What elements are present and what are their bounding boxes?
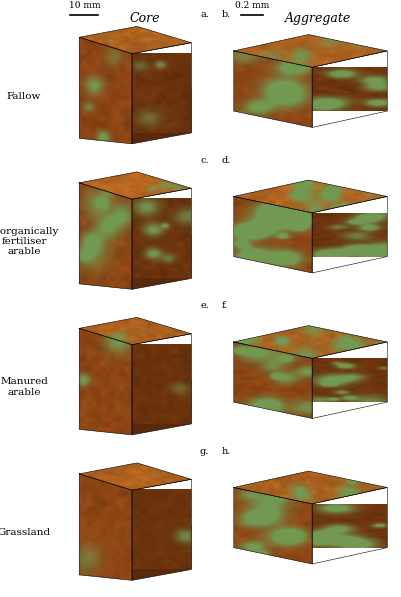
Text: b.: b. [221, 10, 230, 19]
Text: e.: e. [200, 301, 209, 310]
Text: 10 mm: 10 mm [69, 1, 100, 10]
Polygon shape [132, 380, 191, 435]
Polygon shape [132, 235, 191, 290]
Text: c.: c. [200, 156, 209, 165]
Text: h.: h. [221, 447, 230, 456]
Text: Fallow: Fallow [7, 91, 41, 100]
Text: Manured
arable: Manured arable [0, 377, 48, 397]
Text: Grassland: Grassland [0, 528, 51, 537]
Text: a.: a. [200, 10, 209, 19]
Text: Core: Core [129, 12, 160, 25]
Text: Inorganically
fertiliser
arable: Inorganically fertiliser arable [0, 227, 59, 257]
Text: g.: g. [199, 447, 209, 456]
Polygon shape [132, 526, 191, 580]
Polygon shape [132, 89, 191, 144]
Text: f.: f. [221, 301, 227, 310]
Text: Aggregate: Aggregate [284, 12, 350, 25]
Text: d.: d. [221, 156, 230, 165]
Text: 0.2 mm: 0.2 mm [235, 1, 269, 10]
